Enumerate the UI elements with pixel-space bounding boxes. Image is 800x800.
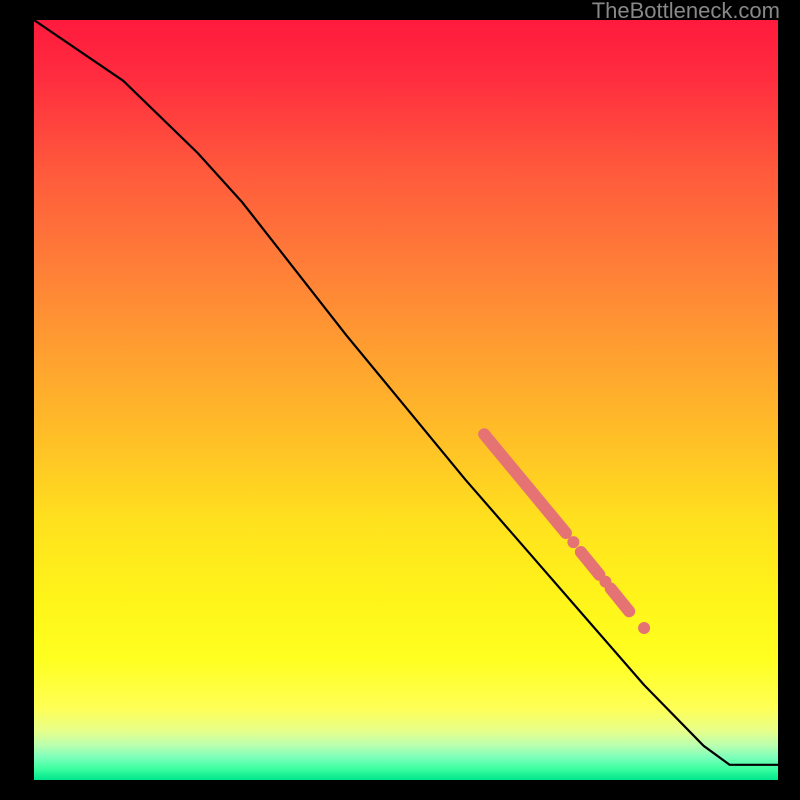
- watermark-text: TheBottleneck.com: [592, 0, 780, 24]
- highlight-dot: [567, 536, 579, 548]
- plot-svg: [34, 20, 778, 780]
- highlight-dot: [638, 622, 650, 634]
- chart-gradient-background: [34, 20, 778, 780]
- chart-stage: TheBottleneck.com: [0, 0, 800, 800]
- highlight-dot: [599, 576, 611, 588]
